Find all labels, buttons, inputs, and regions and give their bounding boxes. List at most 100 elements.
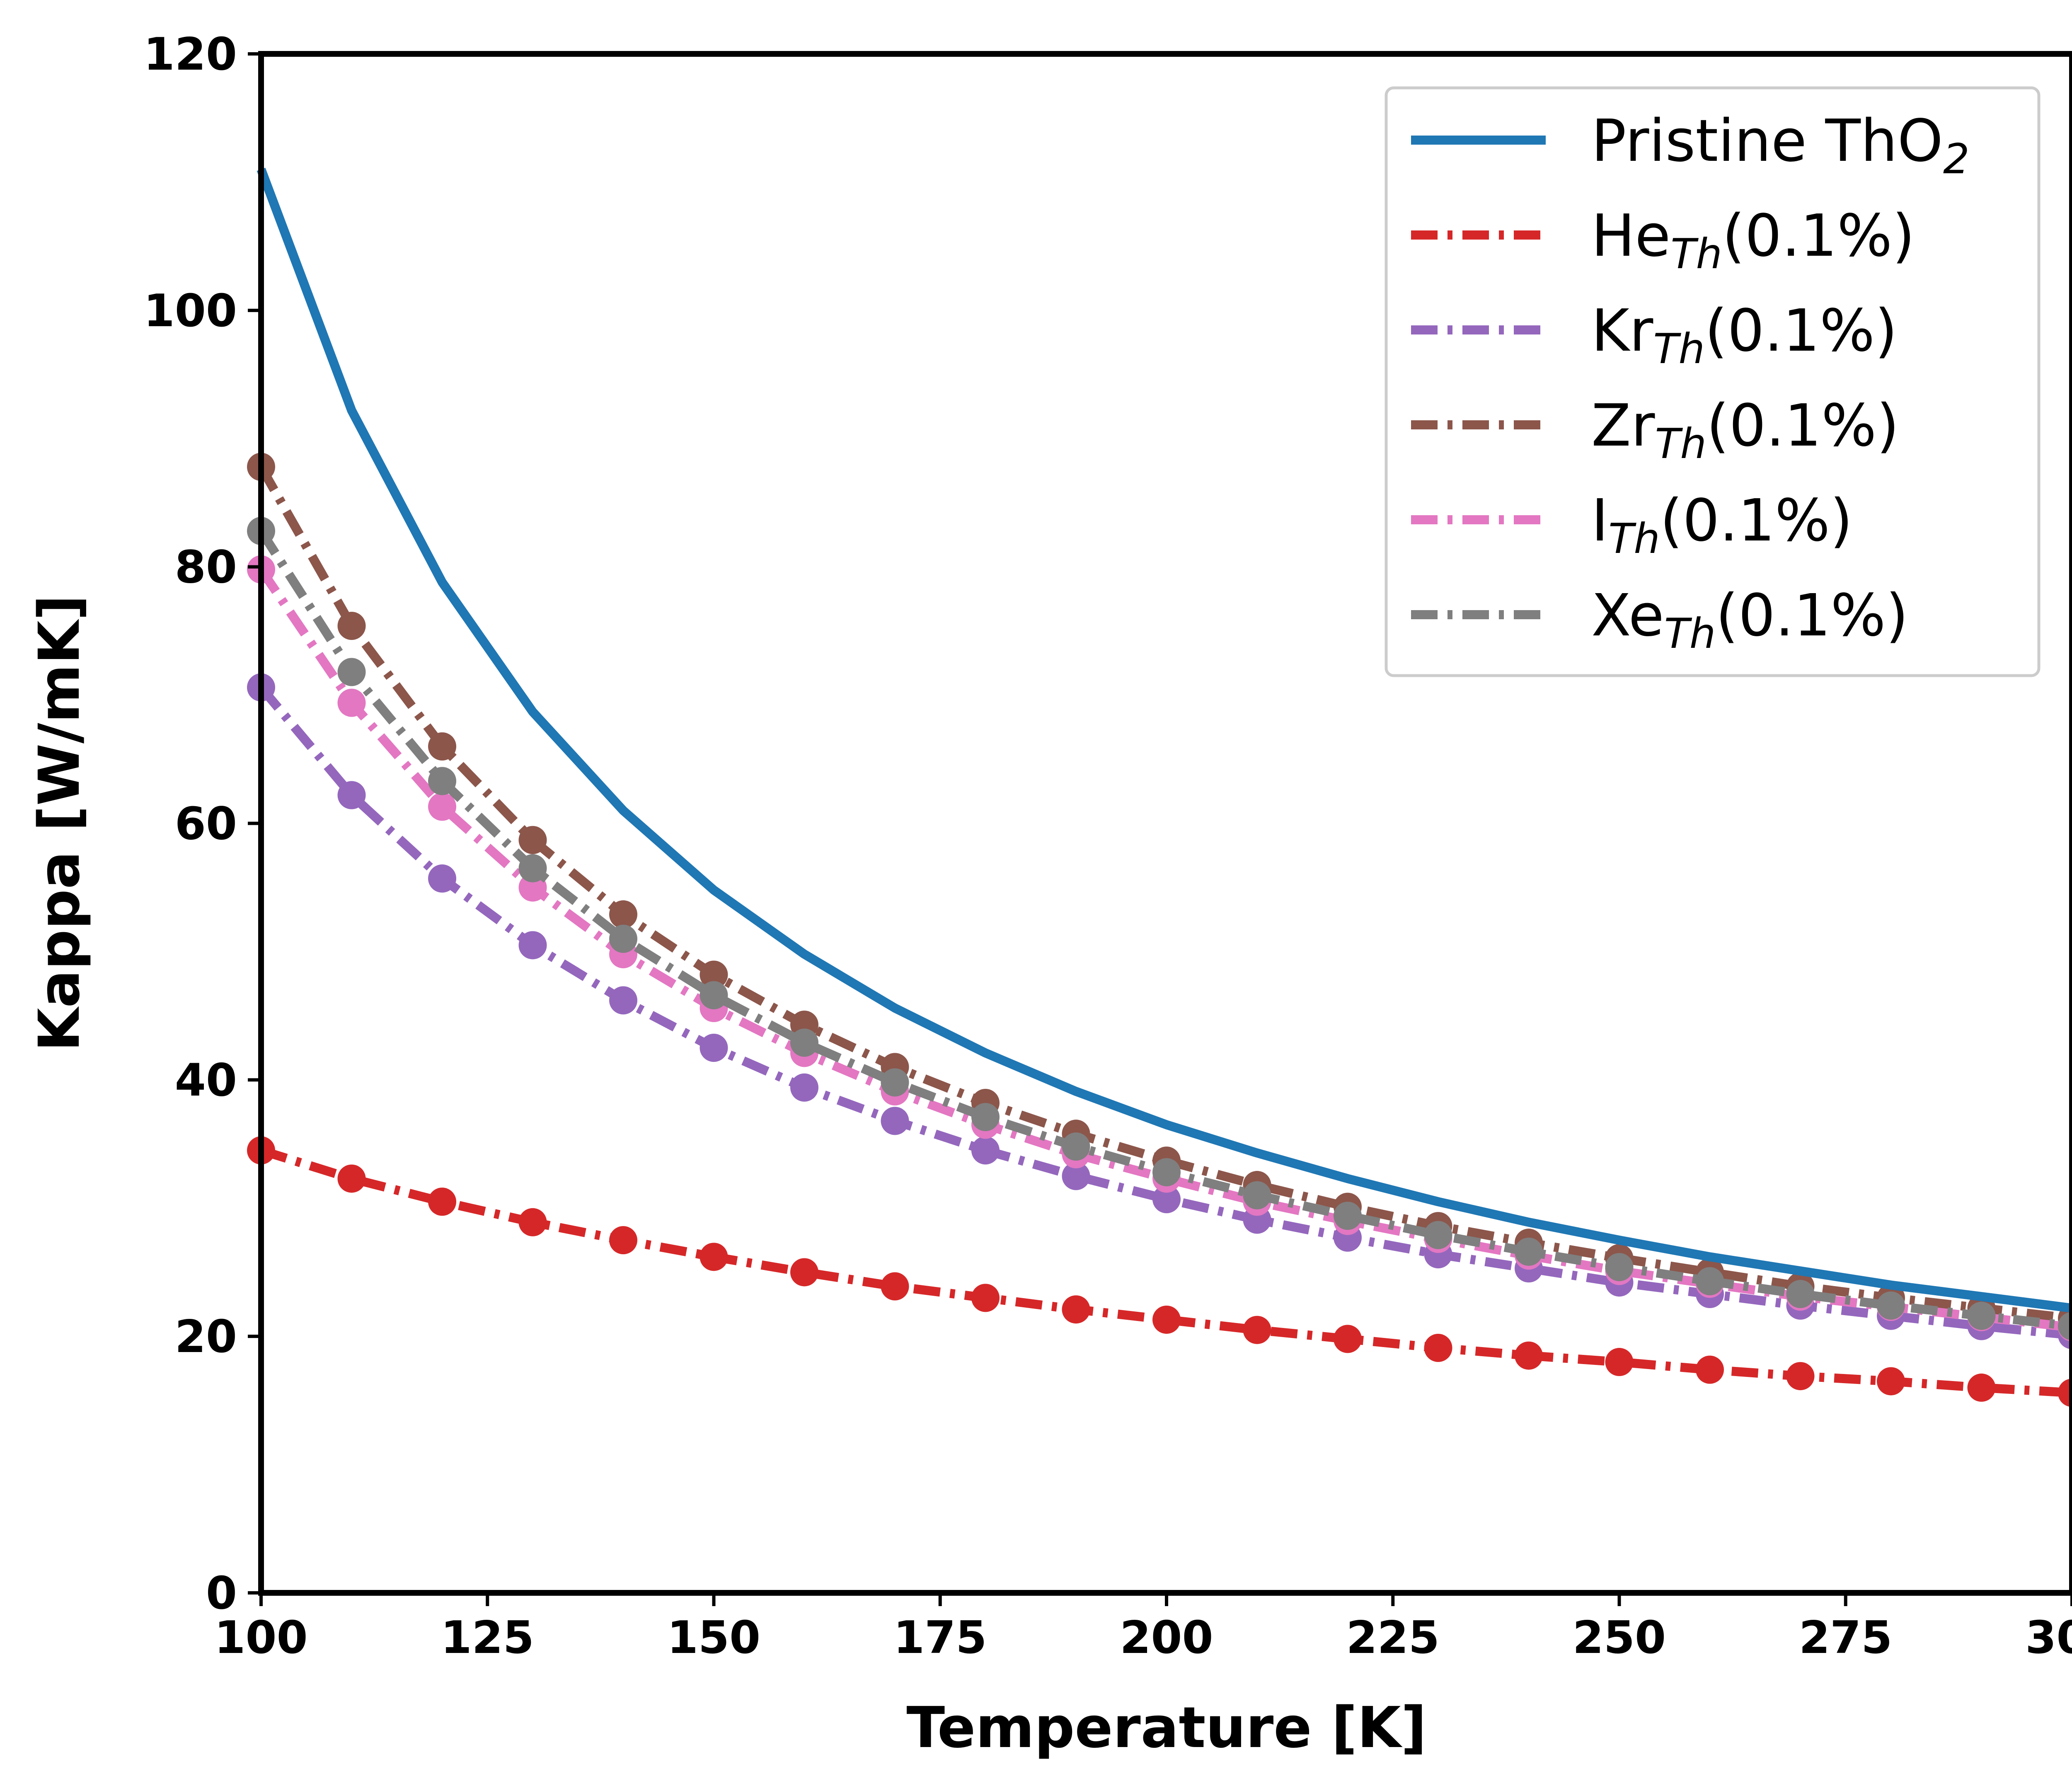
x-axis-label: Temperature [K] xyxy=(906,1695,1426,1761)
legend-item-pristine-tho2: Pristine ThO2 xyxy=(1411,107,1970,183)
data-point xyxy=(428,767,456,795)
legend-label-main: Pristine ThO xyxy=(1591,107,1943,175)
data-point xyxy=(1605,1348,1634,1376)
x-tick-label: 150 xyxy=(667,1612,760,1664)
data-point xyxy=(609,1226,637,1255)
data-point xyxy=(337,688,366,717)
data-point xyxy=(1334,1202,1362,1230)
data-point xyxy=(790,1258,818,1287)
legend-label-main: Zr xyxy=(1591,392,1655,460)
data-point xyxy=(1243,1316,1271,1344)
x-tick-label: 200 xyxy=(1120,1612,1213,1664)
data-point xyxy=(2058,1379,2072,1407)
data-point xyxy=(1062,1295,1090,1324)
y-tick-label: 40 xyxy=(175,1054,237,1106)
data-point xyxy=(1424,1334,1452,1362)
x-tick-label: 175 xyxy=(893,1612,987,1664)
series-heth-0-1 xyxy=(247,1136,2072,1407)
legend-label: XeTh(0.1%) xyxy=(1591,582,1908,658)
x-tick-label: 250 xyxy=(1573,1612,1666,1664)
legend-item-ith-0-1: ITh(0.1%) xyxy=(1411,487,1853,563)
y-axis-label: Kappa [W/mK] xyxy=(27,595,92,1052)
legend: Pristine ThO2HeTh(0.1%)KrTh(0.1%)ZrTh(0.… xyxy=(1385,86,2041,677)
data-point xyxy=(518,1208,547,1236)
data-point xyxy=(337,781,366,809)
data-point xyxy=(1877,1367,1905,1396)
legend-label: HeTh(0.1%) xyxy=(1591,202,1915,278)
data-point xyxy=(1605,1253,1634,1282)
y-tick-label: 0 xyxy=(206,1568,237,1619)
series-line xyxy=(257,684,2072,1340)
legend-label: Pristine ThO2 xyxy=(1591,107,1970,183)
x-tick-label: 225 xyxy=(1346,1612,1440,1664)
legend-label-tail: (0.1%) xyxy=(1722,202,1915,270)
data-point xyxy=(609,924,637,953)
legend-item-xeth-0-1: XeTh(0.1%) xyxy=(1411,582,1908,658)
x-tick-label: 125 xyxy=(441,1612,534,1664)
data-point xyxy=(1062,1162,1090,1190)
legend-label: KrTh(0.1%) xyxy=(1591,297,1898,373)
legend-label-subscript: Th xyxy=(1608,514,1660,563)
data-point xyxy=(1515,1341,1543,1370)
data-point xyxy=(1334,1325,1362,1353)
data-point xyxy=(971,1136,1000,1165)
legend-label-tail: (0.1%) xyxy=(1660,487,1853,555)
series-pristine-tho2 xyxy=(257,167,2072,1313)
y-tick-label: 100 xyxy=(144,285,237,337)
legend-label-main: I xyxy=(1591,487,1608,555)
data-point xyxy=(790,1028,818,1057)
y-tick-label: 60 xyxy=(175,798,237,850)
legend-label: ZrTh(0.1%) xyxy=(1591,392,1899,468)
data-point xyxy=(428,732,456,761)
legend-label: ITh(0.1%) xyxy=(1591,487,1853,563)
legend-label-subscript: 2 xyxy=(1943,135,1970,183)
ticks-layer: 100 125 150 175 200 225 250 275 300 0 20 40 60 80 100 1… xyxy=(144,29,2072,1664)
legend-item-zrth-0-1: ZrTh(0.1%) xyxy=(1411,392,1899,468)
legend-label-main: He xyxy=(1591,202,1670,270)
data-point xyxy=(881,1272,909,1301)
data-point xyxy=(700,1243,728,1271)
legend-box xyxy=(1385,86,2041,677)
legend-item-krth-0-1: KrTh(0.1%) xyxy=(1411,297,1898,373)
series-layer xyxy=(247,167,2072,1407)
data-point xyxy=(1424,1221,1452,1249)
data-point xyxy=(518,826,547,854)
data-point xyxy=(1696,1267,1724,1296)
x-tick-label: 275 xyxy=(1799,1612,1892,1664)
legend-label-subscript: Th xyxy=(1664,609,1716,658)
data-point xyxy=(1786,1362,1815,1391)
data-point xyxy=(518,931,547,960)
data-point xyxy=(1877,1291,1905,1320)
data-point xyxy=(1152,1185,1181,1214)
data-point xyxy=(1967,1373,1996,1402)
data-point xyxy=(790,1073,818,1102)
data-point xyxy=(609,986,637,1015)
legend-label-tail: (0.1%) xyxy=(1706,392,1899,460)
data-point xyxy=(337,611,366,640)
data-point xyxy=(428,792,456,821)
data-point xyxy=(1967,1301,1996,1330)
data-point xyxy=(1152,1305,1181,1334)
data-point xyxy=(1062,1132,1090,1161)
data-point xyxy=(337,658,366,686)
data-point xyxy=(700,981,728,1010)
data-point xyxy=(1786,1280,1815,1309)
data-point xyxy=(881,1107,909,1135)
legend-item-heth-0-1: HeTh(0.1%) xyxy=(1411,202,1915,278)
data-point xyxy=(2058,1312,2072,1340)
data-point xyxy=(700,960,728,989)
data-point xyxy=(1243,1181,1271,1209)
data-point xyxy=(971,1103,1000,1132)
data-point xyxy=(1152,1158,1181,1187)
data-point xyxy=(1515,1237,1543,1266)
data-point xyxy=(971,1284,1000,1312)
data-point xyxy=(881,1068,909,1097)
series-line xyxy=(257,464,2072,1323)
series-line xyxy=(259,1146,2072,1398)
data-point xyxy=(1696,1355,1724,1384)
y-tick-label: 80 xyxy=(175,542,237,594)
data-point xyxy=(428,1187,456,1216)
legend-label-subscript: Th xyxy=(1670,230,1722,278)
legend-label-main: Xe xyxy=(1591,582,1664,649)
